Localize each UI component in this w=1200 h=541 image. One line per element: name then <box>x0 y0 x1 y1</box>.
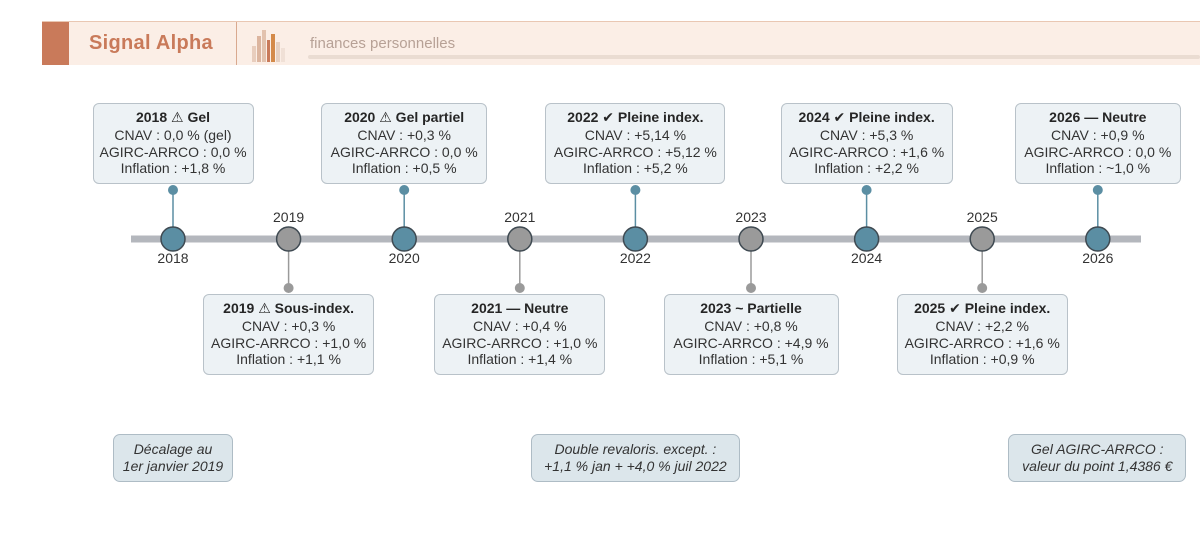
inflation-value: Inflation : +1,4 % <box>467 351 573 367</box>
timeline-node-2021[interactable] <box>507 226 533 252</box>
event-title: 2022 ✔ Pleine index. <box>567 109 704 125</box>
year-label-2024: 2024 <box>851 250 883 266</box>
app-header: Signal Alpha finances personnelles <box>42 21 1200 65</box>
event-title: 2025 ✔ Pleine index. <box>914 300 1051 316</box>
event-card-2024[interactable]: 2024 ✔ Pleine index. CNAV : +5,3 % AGIRC-A… <box>780 103 953 184</box>
cnav-value: CNAV : +5,14 % <box>584 127 687 143</box>
event-card-2019[interactable]: 2019 ⚠ Sous-index. CNAV : +0,3 % AGIRC-ARR… <box>203 294 375 375</box>
event-card-2025[interactable]: 2025 ✔ Pleine index. CNAV : +2,2 % AGIRC-A… <box>896 294 1068 375</box>
timeline-node-2026[interactable] <box>1085 226 1111 252</box>
annotation-line: Gel AGIRC-ARRCO : <box>1031 441 1164 457</box>
annotation-line: 1er janvier 2019 <box>122 458 224 474</box>
header-subtitle: finances personnelles <box>310 35 456 52</box>
timeline-node-2018[interactable] <box>160 226 186 252</box>
event-title: 2023 ~ Partielle <box>700 300 802 316</box>
event-title: 2020 ⚠ Gel partiel <box>344 109 465 125</box>
agirc-arrco-value: AGIRC-ARRCO : +1,6 % <box>904 334 1060 351</box>
logo-icon <box>252 30 285 62</box>
cnav-value: CNAV : +0,9 % <box>1051 127 1145 143</box>
event-title: 2021 — Neutre <box>471 300 569 316</box>
event-card-2018[interactable]: 2018 ⚠ Gel CNAV : 0,0 % (gel) AGIRC-ARRCO … <box>92 103 254 184</box>
agirc-arrco-value: AGIRC-ARRCO : 0,0 % <box>99 143 247 160</box>
agirc-arrco-value: AGIRC-ARRCO : 0,0 % <box>330 143 478 160</box>
connector-dot-2019 <box>283 283 294 293</box>
inflation-value: Inflation : ~1,0 % <box>1045 160 1151 176</box>
year-label-2022: 2022 <box>619 250 651 266</box>
cnav-value: CNAV : +0,3 % <box>357 127 451 143</box>
annotation-line: Double revaloris. except. : <box>554 441 717 457</box>
event-card-2020[interactable]: 2020 ⚠ Gel partiel CNAV : +0,3 % AGIRC-ARR… <box>321 103 488 184</box>
cnav-value: CNAV : +0,8 % <box>704 318 798 334</box>
connector-dot-2021 <box>514 283 525 293</box>
annotation-line: valeur du point 1,4386 € <box>1022 458 1173 474</box>
agirc-arrco-value: AGIRC-ARRCO : 0,0 % <box>1024 143 1172 160</box>
event-card-2023[interactable]: 2023 ~ Partielle CNAV : +0,8 % AGIRC-ARRCO… <box>663 294 839 375</box>
timeline-node-2024[interactable] <box>853 226 880 252</box>
annotation-line: +1,1 % jan + +4,0 % juil 2022 <box>544 458 727 474</box>
cnav-value: CNAV : 0,0 % (gel) <box>114 127 232 143</box>
timeline-node-2025[interactable] <box>969 226 995 252</box>
event-title: 2024 ✔ Pleine index. <box>798 109 935 125</box>
inflation-value: Inflation : +1,1 % <box>236 351 341 367</box>
cnav-value: CNAV : +2,2 % <box>935 318 1029 334</box>
header-divider <box>236 22 237 65</box>
year-label-2019: 2019 <box>273 209 305 225</box>
header-accent-bar <box>42 22 69 65</box>
inflation-value: Inflation : +5,2 % <box>583 160 688 176</box>
timeline-node-2022[interactable] <box>622 226 649 252</box>
event-title: 2026 — Neutre <box>1049 109 1147 125</box>
inflation-value: Inflation : +0,5 % <box>351 160 457 176</box>
annotation-note-2026: Gel AGIRC-ARRCO : valeur du point 1,4386 … <box>1008 434 1187 482</box>
connector-dot-2023 <box>746 283 756 293</box>
connector-dot-2018 <box>168 185 178 195</box>
year-label-2026: 2026 <box>1082 250 1114 266</box>
inflation-value: Inflation : +1,8 % <box>120 160 226 176</box>
year-label-2020: 2020 <box>388 250 420 266</box>
agirc-arrco-value: AGIRC-ARRCO : +1,0 % <box>210 334 367 351</box>
event-card-2022[interactable]: 2022 ✔ Pleine index. CNAV : +5,14 % AGIRC-… <box>545 103 726 184</box>
inflation-value: Inflation : +2,2 % <box>814 160 919 176</box>
event-title: 2019 ⚠ Sous-index. <box>223 300 354 316</box>
connector-dot-2022 <box>630 185 641 195</box>
connector-dot-2026 <box>1092 185 1103 195</box>
annotation-note-2022: Double revaloris. except. : +1,1 % jan + … <box>530 434 740 482</box>
event-card-2026[interactable]: 2026 — Neutre CNAV : +0,9 % AGIRC-ARRCO : … <box>1014 103 1181 184</box>
annotation-line: Décalage au <box>133 441 213 457</box>
brand-title[interactable]: Signal Alpha <box>89 32 213 54</box>
timeline-node-2023[interactable] <box>738 226 764 252</box>
agirc-arrco-value: AGIRC-ARRCO : +1,6 % <box>788 143 945 160</box>
agirc-arrco-value: AGIRC-ARRCO : +4,9 % <box>673 334 829 351</box>
cnav-value: CNAV : +0,4 % <box>473 318 567 334</box>
cnav-value: CNAV : +0,3 % <box>241 318 336 334</box>
inflation-value: Inflation : +5,1 % <box>698 351 804 367</box>
agirc-arrco-value: AGIRC-ARRCO : +5,12 % <box>553 143 717 160</box>
agirc-arrco-value: AGIRC-ARRCO : +1,0 % <box>442 334 598 351</box>
year-label-2018: 2018 <box>157 250 189 266</box>
timeline-node-2020[interactable] <box>391 226 417 252</box>
connector-dot-2024 <box>861 185 872 195</box>
inflation-value: Inflation : +0,9 % <box>929 351 1035 367</box>
timeline-node-2019[interactable] <box>275 226 302 252</box>
cnav-value: CNAV : +5,3 % <box>819 127 914 143</box>
year-label-2023: 2023 <box>735 209 767 225</box>
connector-dot-2020 <box>399 185 410 195</box>
year-label-2025: 2025 <box>966 209 998 225</box>
event-title: 2018 ⚠ Gel <box>135 109 211 125</box>
annotation-note-2019: Décalage au 1er janvier 2019 <box>113 434 233 482</box>
header-underline <box>308 55 1200 59</box>
connector-dot-2025 <box>977 283 988 293</box>
year-label-2021: 2021 <box>504 209 536 225</box>
event-card-2021[interactable]: 2021 — Neutre CNAV : +0,4 % AGIRC-ARRCO : … <box>434 294 606 375</box>
